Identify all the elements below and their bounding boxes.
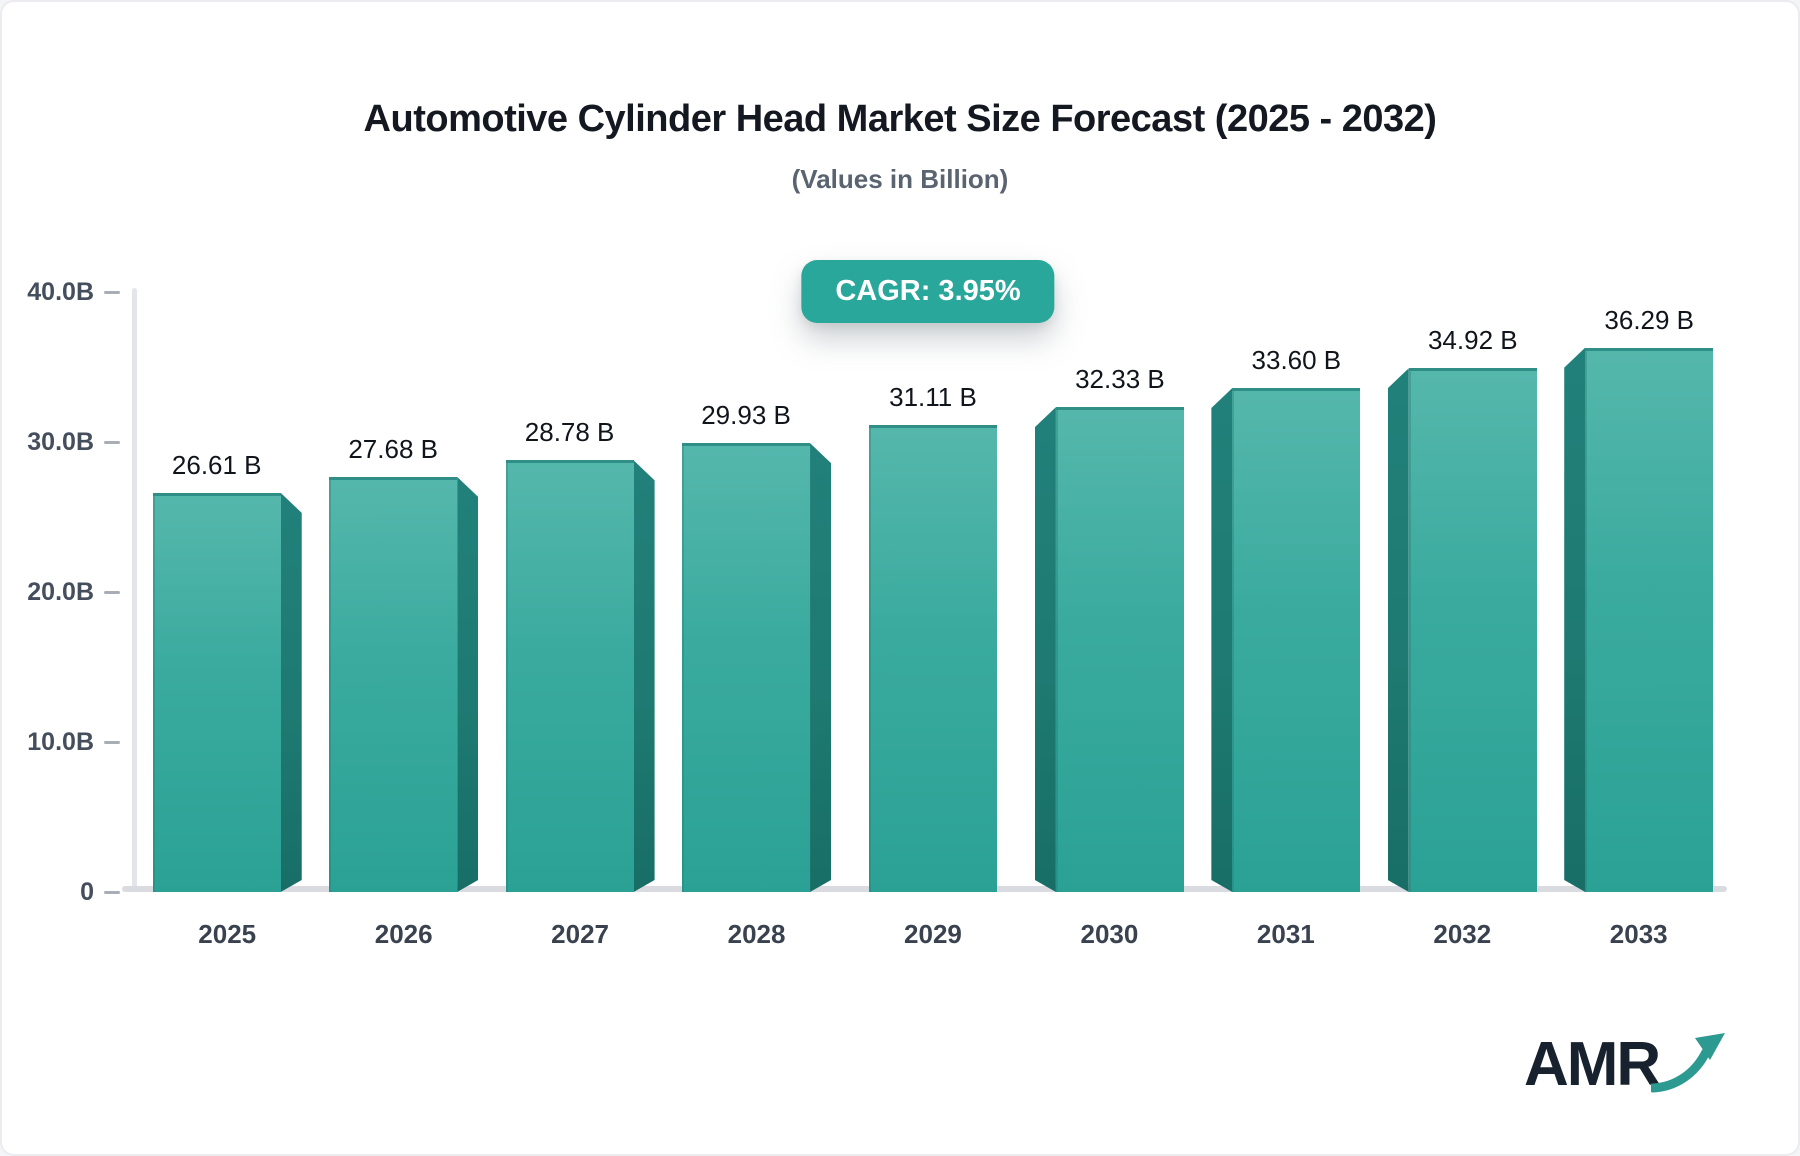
- bar-side-bevel: [457, 477, 478, 892]
- bar-face: [868, 425, 997, 892]
- logo-text: AMR: [1524, 1030, 1661, 1099]
- bar-face: [682, 443, 811, 892]
- bar-side-bevel: [1211, 388, 1232, 892]
- chart-title: Automotive Cylinder Head Market Size For…: [363, 98, 1437, 140]
- bar-face: [152, 492, 281, 892]
- bar-value-label: 29.93 B: [701, 400, 791, 431]
- x-axis-label: 2029: [904, 919, 962, 949]
- bar-side-bevel: [634, 460, 655, 892]
- bar-3d: 34.92 B: [1388, 325, 1537, 892]
- bar-value-label: 32.33 B: [1075, 364, 1165, 395]
- bar-column: 36.29 B 2033: [1551, 252, 1727, 949]
- bar-face: [1408, 368, 1537, 892]
- amr-logo: AMR: [1524, 1030, 1729, 1096]
- bar-column: 32.33 B 2030: [1021, 252, 1197, 949]
- x-axis-label: 2030: [1080, 919, 1139, 949]
- bar-value-label: 34.92 B: [1427, 325, 1518, 356]
- growth-trend-arrow-icon: [1651, 1033, 1726, 1093]
- bar-side-bevel: [281, 493, 302, 892]
- y-tick-label: 20.0B: [27, 578, 94, 606]
- bar-3d: 32.33 B: [1035, 364, 1184, 892]
- y-tick-label: 40.0B: [27, 278, 94, 306]
- bar-column: 27.68 B 2026: [315, 252, 491, 949]
- y-tick-mark: [104, 891, 120, 894]
- y-tick-label: 10.0B: [27, 728, 94, 756]
- bar-3d: 27.68 B: [329, 434, 478, 892]
- x-axis-label: 2027: [551, 919, 610, 949]
- bar-face: [329, 476, 458, 892]
- bar-column: 34.92 B 2032: [1374, 252, 1550, 949]
- bar-face: [1055, 407, 1184, 892]
- x-axis-label: 2025: [198, 919, 257, 949]
- bar-value-label: 26.61 B: [171, 449, 262, 480]
- bar-side-bevel: [1564, 348, 1585, 892]
- x-axis-label: 2026: [374, 919, 433, 949]
- bar-value-label: 27.68 B: [348, 433, 438, 464]
- bar-value-label: 31.11 B: [889, 382, 977, 413]
- x-axis-label: 2028: [727, 919, 786, 949]
- bar-face: [505, 460, 634, 892]
- bar-column: 28.78 B 2027: [492, 252, 668, 949]
- bar-3d: 33.60 B: [1211, 345, 1361, 892]
- bar-value-label: 33.60 B: [1251, 345, 1342, 375]
- y-tick-mark: [104, 591, 120, 594]
- bar-side-bevel: [810, 443, 831, 892]
- bar-column: 33.60 B 2031: [1198, 252, 1374, 949]
- bar-column: 29.93 B 2028: [668, 252, 844, 949]
- x-axis-label: 2032: [1433, 919, 1492, 949]
- y-tick-label: 0: [80, 878, 94, 906]
- bars-row: 26.61 B 2025 27.68 B 2026 28.78 B 2027 29.93 B…: [139, 252, 1727, 949]
- bar-3d: 36.29 B: [1564, 305, 1714, 892]
- bar-column: 31.11 B 2029: [845, 252, 1021, 949]
- bar-side-bevel: [1035, 407, 1056, 892]
- bar-column: 26.61 B 2025: [139, 252, 315, 949]
- bar-value-label: 28.78 B: [524, 417, 615, 448]
- y-tick-label: 30.0B: [27, 428, 94, 456]
- x-axis-label: 2031: [1256, 919, 1315, 949]
- bar-3d: 28.78 B: [505, 417, 655, 892]
- bar-3d: 26.61 B: [152, 450, 302, 892]
- y-tick-mark: [104, 441, 120, 444]
- y-tick-mark: [104, 741, 120, 744]
- bar-face: [1232, 388, 1361, 892]
- bar-3d: 31.11 B: [868, 382, 997, 892]
- chart-subtitle: (Values in Billion): [791, 164, 1009, 194]
- cagr-badge: CAGR: 3.95%: [801, 260, 1055, 323]
- bar-face: [1585, 347, 1714, 892]
- bar-3d: 29.93 B: [682, 400, 831, 892]
- bar-side-bevel: [1388, 368, 1409, 892]
- bar-value-label: 36.29 B: [1604, 304, 1695, 335]
- y-tick-mark: [104, 291, 120, 294]
- y-axis-line: [132, 288, 137, 888]
- x-axis-label: 2033: [1609, 919, 1668, 949]
